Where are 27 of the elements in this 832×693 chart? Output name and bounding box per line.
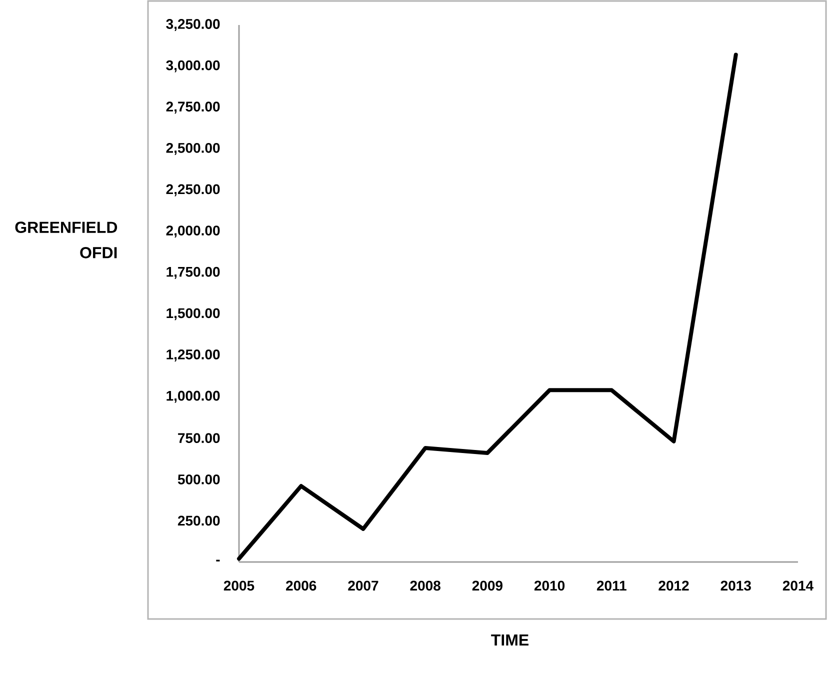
- x-tick-label: 2010: [534, 580, 565, 591]
- x-tick-label: 2009: [472, 580, 502, 591]
- x-tick-label: 2007: [348, 580, 378, 591]
- x-tick-label: 2014: [782, 580, 814, 591]
- y-tick-label: 250.00: [178, 516, 220, 526]
- y-tick-label: 1,750.00: [166, 266, 220, 279]
- y-tick-label: 500.00: [178, 474, 220, 484]
- y-tick-label: 2,750.00: [166, 102, 220, 114]
- y-tick-label: 2,500.00: [166, 142, 220, 155]
- x-tick-label: 2012: [658, 580, 689, 591]
- x-tick-label: 2006: [286, 580, 316, 591]
- line-series: [237, 52, 738, 561]
- y-axis-title: GREENFIELD OFDI: [15, 222, 118, 258]
- y-tick-label: 3,250.00: [166, 19, 220, 31]
- y-tick-label: 1,250.00: [166, 350, 220, 362]
- x-tick-label: 2013: [720, 580, 751, 591]
- y-tick-label: 750.00: [178, 433, 220, 444]
- y-tick-label: 1,500.00: [166, 308, 220, 320]
- x-tick-label: 2008: [410, 580, 440, 591]
- x-tick-label: 2005: [224, 580, 254, 591]
- y-tick-label: 1,000.00: [166, 390, 220, 403]
- y-tick-label: 3,000.00: [166, 60, 220, 72]
- y-tick-label: 2,250.00: [166, 184, 220, 196]
- y-tick-label: -: [216, 560, 220, 562]
- x-axis-title: TIME: [491, 634, 528, 646]
- y-tick-label: 2,000.00: [166, 226, 220, 238]
- x-tick-label: 2011: [596, 580, 626, 591]
